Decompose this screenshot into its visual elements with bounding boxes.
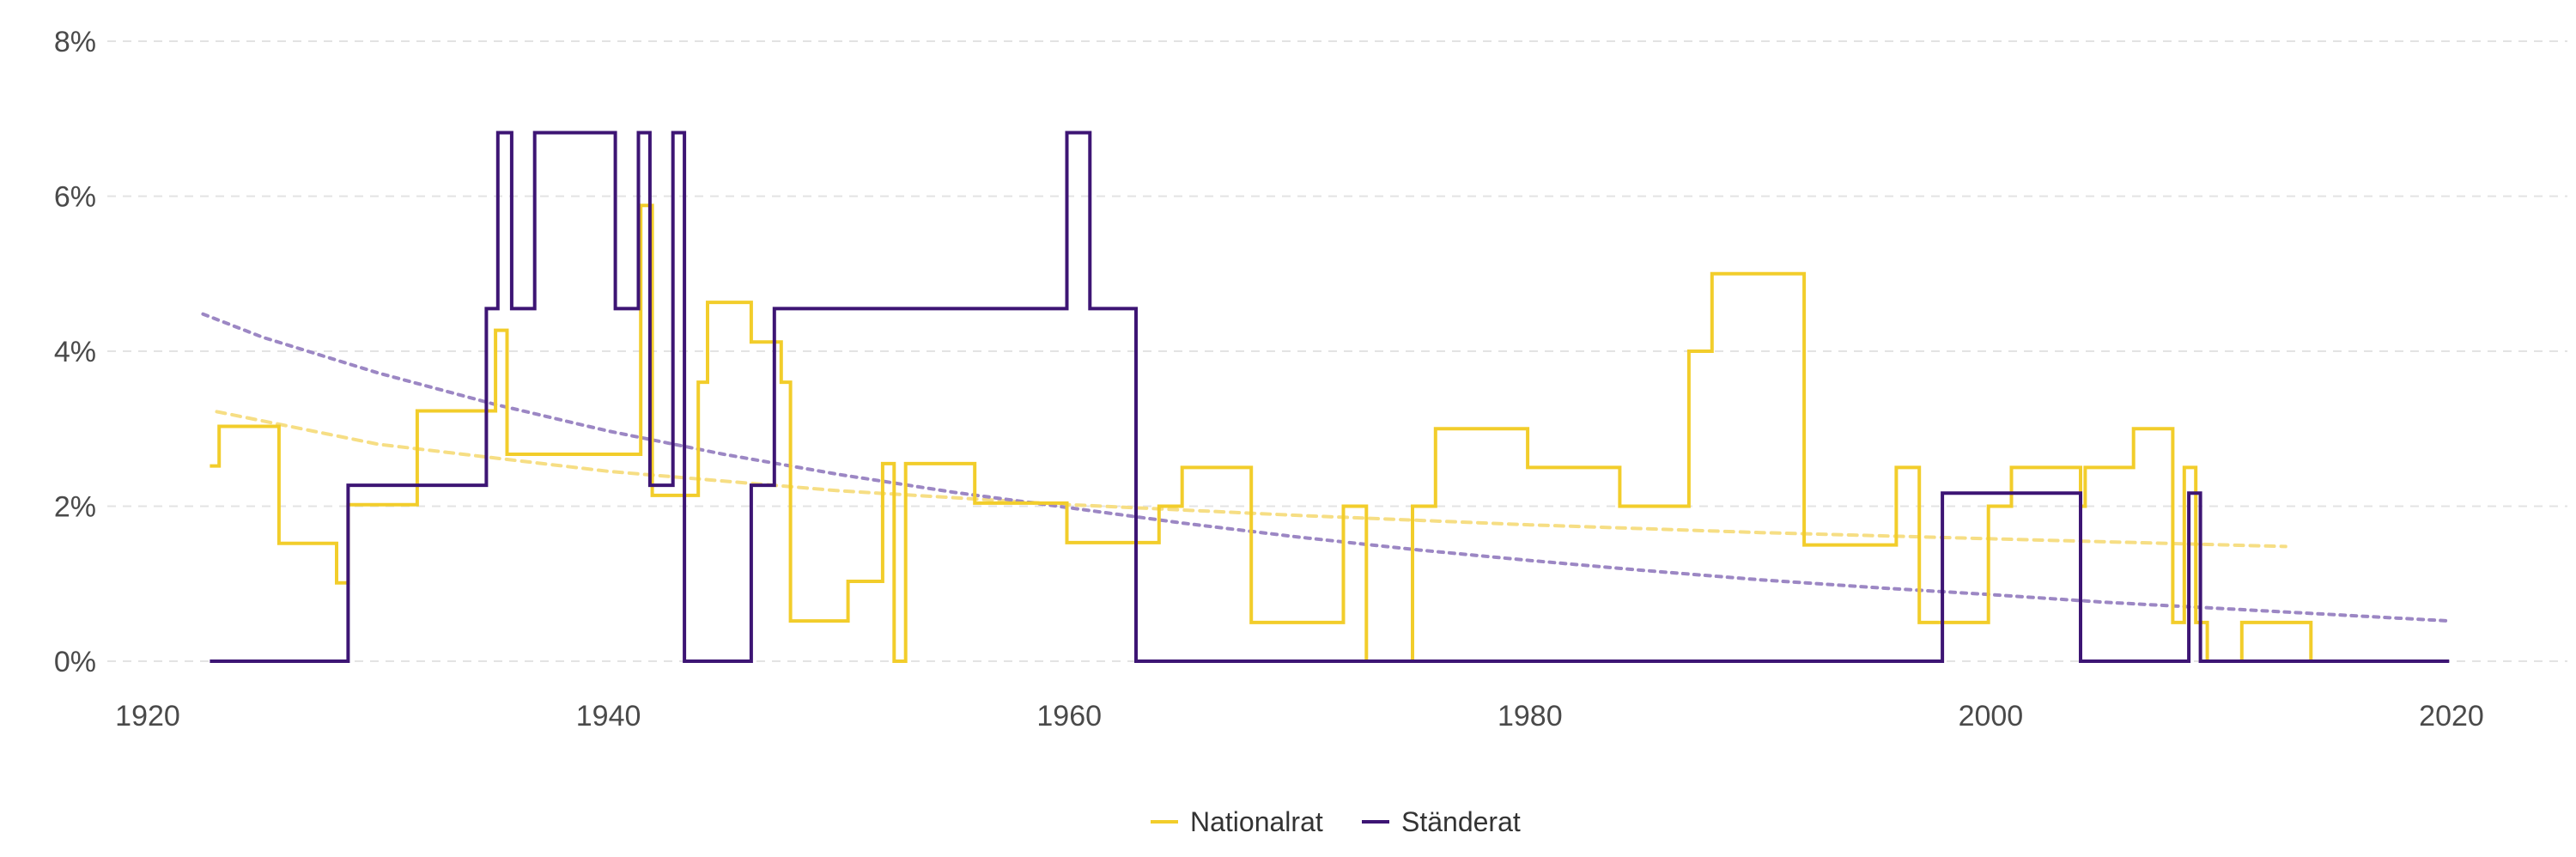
x-tick-label: 1920 [115,700,180,732]
y-tick-label: 0% [54,646,96,678]
legend-label: Ständerat [1401,806,1521,837]
x-tick-label: 2020 [2419,700,2484,732]
legend-item: Ständerat [1362,806,1521,837]
legend-label: Nationalrat [1190,806,1323,837]
series-line-nationalrat [210,204,2313,663]
x-axis: 1920 1940 1960 1980 2000 2020 [115,700,2484,732]
x-tick-label: 2000 [1959,700,2024,732]
y-axis: 0% 2% 4% 6% 8% [54,26,96,678]
y-tick-label: 8% [54,26,96,58]
x-tick-label: 1980 [1498,700,1563,732]
series-line-stnderat [210,131,2450,663]
legend-item: Nationalrat [1151,806,1323,837]
y-tick-label: 6% [54,181,96,214]
plot-area [210,131,2450,663]
y-tick-label: 2% [54,491,96,524]
x-tick-label: 1940 [576,700,641,732]
trendline-stnderat [201,312,2451,623]
trendlines [201,312,2451,623]
y-tick-label: 4% [54,336,96,368]
trendline-nationalrat [215,410,2287,549]
legend: Nationalrat Ständerat [1151,806,1521,837]
grid-lines [107,40,2567,662]
x-tick-label: 1960 [1036,700,1102,732]
